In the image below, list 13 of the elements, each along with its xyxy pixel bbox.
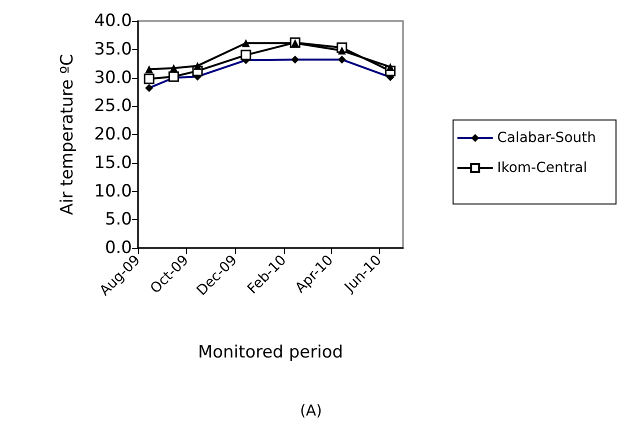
y-tick-label: 5.0	[104, 210, 132, 230]
y-tick-label: 25.0	[94, 96, 132, 116]
y-tick-label: 15.0	[94, 152, 132, 173]
y-tick-label: 10.0	[94, 181, 132, 202]
y-tick-label: 20.0	[94, 124, 132, 144]
y-tick-label: 30.0	[94, 68, 132, 88]
x-axis-title: Monitored period	[198, 342, 344, 362]
legend-label: Ikom-Central	[497, 160, 588, 176]
y-tick-label: 40.0	[94, 11, 132, 31]
legend-label: Calabar-South	[497, 130, 596, 146]
text: (A)	[300, 402, 322, 420]
y-axis-title: Air temperature ºC	[58, 54, 78, 215]
y-tick-label: 35.0	[94, 39, 132, 60]
